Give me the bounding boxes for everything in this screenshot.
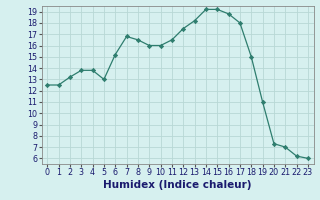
X-axis label: Humidex (Indice chaleur): Humidex (Indice chaleur) <box>103 180 252 190</box>
